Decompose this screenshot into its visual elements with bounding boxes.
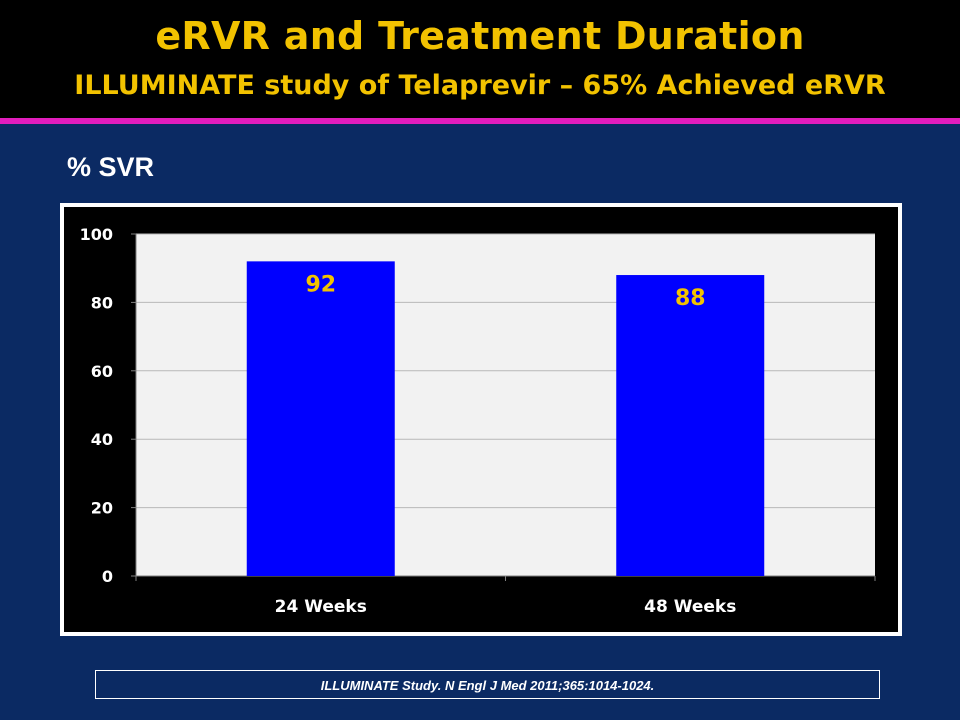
slide-subtitle: ILLUMINATE study of Telaprevir – 65% Ach… [74,70,886,101]
y-axis-label: % SVR [67,152,155,182]
y-tick-label: 40 [91,430,113,449]
bar-chart: 0 20 40 60 80 100 92 24 Weeks 88 48 Weeks [80,225,876,617]
accent-divider [0,118,960,124]
y-tick-label: 100 [80,225,113,244]
data-label: 92 [305,272,336,297]
chart-frame: 0 20 40 60 80 100 92 24 Weeks 88 48 Weeks [60,203,902,636]
y-tick-label: 0 [102,567,113,586]
y-tick-label: 20 [91,499,113,518]
citation-box: ILLUMINATE Study. N Engl J Med 2011;365:… [95,670,880,699]
bar-24-weeks [246,261,395,576]
header-bar: eRVR and Treatment Duration ILLUMINATE s… [0,0,960,118]
y-tick-label: 60 [91,362,113,381]
bar-48-weeks [616,275,765,576]
y-tick-label: 80 [91,293,113,312]
x-tick-label: 24 Weeks [275,597,367,617]
data-label: 88 [675,286,706,311]
x-tick-label: 48 Weeks [644,597,736,617]
slide-title: eRVR and Treatment Duration [155,14,805,58]
